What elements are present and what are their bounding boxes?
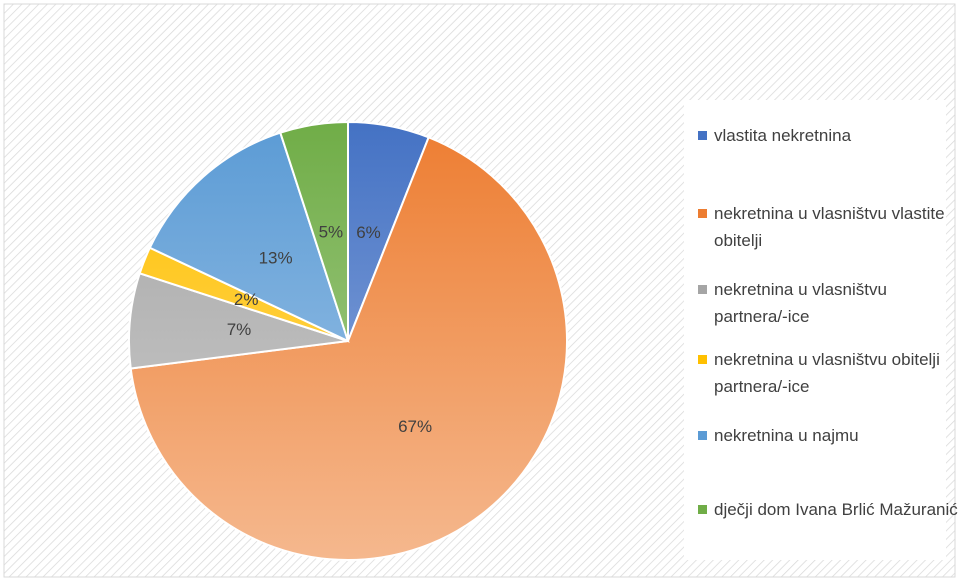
pie-slice bbox=[129, 136, 568, 561]
legend-swatch bbox=[698, 209, 707, 218]
data-label: 67% bbox=[398, 417, 432, 436]
legend-item: vlastita nekretnina bbox=[698, 122, 958, 149]
legend-label: vlastita nekretnina bbox=[714, 126, 852, 145]
data-label: 13% bbox=[259, 248, 293, 267]
legend-swatch bbox=[698, 355, 707, 364]
legend-swatch bbox=[698, 431, 707, 440]
legend-item: nekretnina u najmu bbox=[698, 422, 958, 449]
data-label: 5% bbox=[319, 222, 344, 241]
pie-slice bbox=[279, 120, 349, 342]
legend-item: dječji dom Ivana Brlić Mažuranić bbox=[698, 496, 958, 523]
data-label: 2% bbox=[234, 290, 259, 309]
legend-swatch bbox=[698, 505, 707, 514]
pie-slice bbox=[148, 131, 350, 343]
legend-label: nekretnina u vlasništvu obitelji partner… bbox=[714, 350, 940, 396]
legend-item: nekretnina u vlasništvu vlastite obitelj… bbox=[698, 200, 958, 254]
legend-label: nekretnina u vlasništvu partnera/-ice bbox=[714, 280, 887, 326]
data-label: 7% bbox=[227, 320, 252, 339]
legend: vlastita nekretnina nekretnina u vlasništ… bbox=[684, 100, 958, 560]
legend-label: dječji dom Ivana Brlić Mažuranić bbox=[714, 500, 958, 519]
legend-swatch bbox=[698, 131, 707, 140]
legend-label: nekretnina u vlasništvu vlastite obitelj… bbox=[714, 204, 945, 250]
legend-swatch bbox=[698, 285, 707, 294]
legend-item: nekretnina u vlasništvu partnera/-ice bbox=[698, 276, 958, 330]
data-label: 6% bbox=[356, 223, 381, 242]
legend-item: nekretnina u vlasništvu obitelji partner… bbox=[698, 346, 958, 400]
legend-label: nekretnina u najmu bbox=[714, 426, 859, 445]
